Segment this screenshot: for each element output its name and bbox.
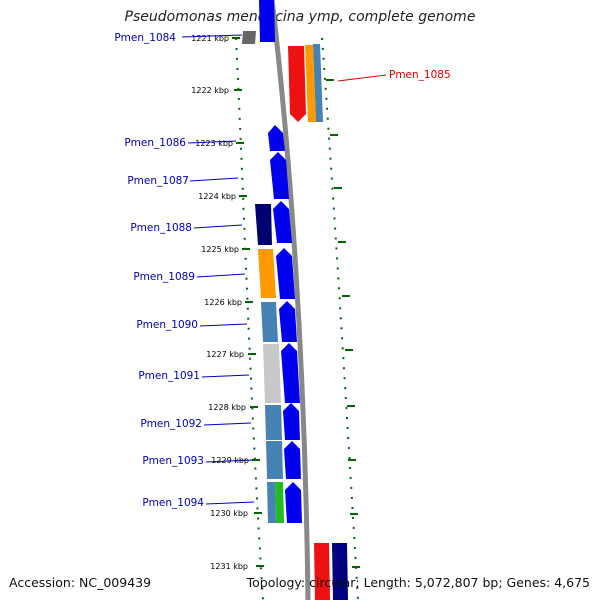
gene-block-steel xyxy=(266,441,283,479)
tick-label: 1224 kbp xyxy=(198,192,236,201)
tick-label: 1228 kbp xyxy=(208,403,246,412)
tick-label: 1230 kbp xyxy=(210,509,248,518)
tick-label: 1227 kbp xyxy=(206,350,244,359)
tick-label: 1222 kbp xyxy=(191,86,229,95)
tick-label: 1231 kbp xyxy=(210,562,248,571)
gene-arrow-forward xyxy=(285,482,302,523)
gene-block-steel xyxy=(267,482,276,523)
gene-label[interactable]: Pmen_1089 xyxy=(133,271,195,283)
left-tick-marks xyxy=(232,37,264,567)
tick-label: 1221 kbp xyxy=(191,34,229,43)
gene-block-gray xyxy=(242,31,256,44)
gene-arrow-red xyxy=(288,46,306,122)
gene-label[interactable]: Pmen_1091 xyxy=(138,370,200,382)
gene-block-orange xyxy=(258,249,276,298)
tick-label: 1225 kbp xyxy=(201,245,239,254)
gene-label[interactable]: Pmen_1087 xyxy=(127,175,189,187)
outer-dotted-guide xyxy=(235,37,359,600)
gene-block-orange xyxy=(305,45,316,122)
gene-arrow-forward xyxy=(268,125,285,151)
gene-label[interactable]: Pmen_1093 xyxy=(142,455,204,467)
page-title: Pseudomonas mendocina ymp, complete geno… xyxy=(124,9,476,25)
gene-arrow-forward xyxy=(270,152,289,199)
gene-block-steel xyxy=(313,44,323,122)
gene-arrow-forward xyxy=(259,0,275,42)
forward-strand-features xyxy=(259,0,302,523)
gene-label[interactable]: Pmen_1088 xyxy=(130,222,192,234)
gene-arrow-forward xyxy=(276,248,295,299)
gene-arrow-forward xyxy=(273,201,292,243)
right-side-features xyxy=(288,44,348,600)
gene-block-lightgray xyxy=(263,344,281,403)
gene-arrow-forward xyxy=(279,301,297,342)
gene-arrow-forward xyxy=(283,403,300,440)
gene-arrow-forward xyxy=(284,441,301,479)
gene-label[interactable]: Pmen_1086 xyxy=(124,137,186,149)
gene-label[interactable]: Pmen_1090 xyxy=(136,319,198,331)
gene-arrow-forward xyxy=(281,343,300,403)
gene-block-red xyxy=(314,543,330,600)
gene-block-steel xyxy=(261,302,278,342)
gene-block-navy xyxy=(332,543,348,600)
gene-label[interactable]: Pmen_1084 xyxy=(114,32,176,44)
topology-text: Topology: circular; Length: 5,072,807 bp… xyxy=(246,575,590,590)
gene-block-steel xyxy=(265,405,282,440)
genome-backbone xyxy=(269,0,311,600)
gene-label[interactable]: Pmen_1092 xyxy=(140,418,202,430)
gene-label[interactable]: Pmen_1085 xyxy=(389,69,451,81)
gene-label[interactable]: Pmen_1094 xyxy=(142,497,204,509)
label-connectors xyxy=(181,34,387,505)
reverse-strand-features xyxy=(242,31,284,523)
accession-text: Accession: NC_009439 xyxy=(9,575,152,590)
tick-label: 1223 kbp xyxy=(195,139,233,148)
tick-label: 1226 kbp xyxy=(204,298,242,307)
right-tick-marks xyxy=(326,79,360,568)
gene-block-green xyxy=(275,482,284,523)
gene-block-navy xyxy=(255,204,272,245)
